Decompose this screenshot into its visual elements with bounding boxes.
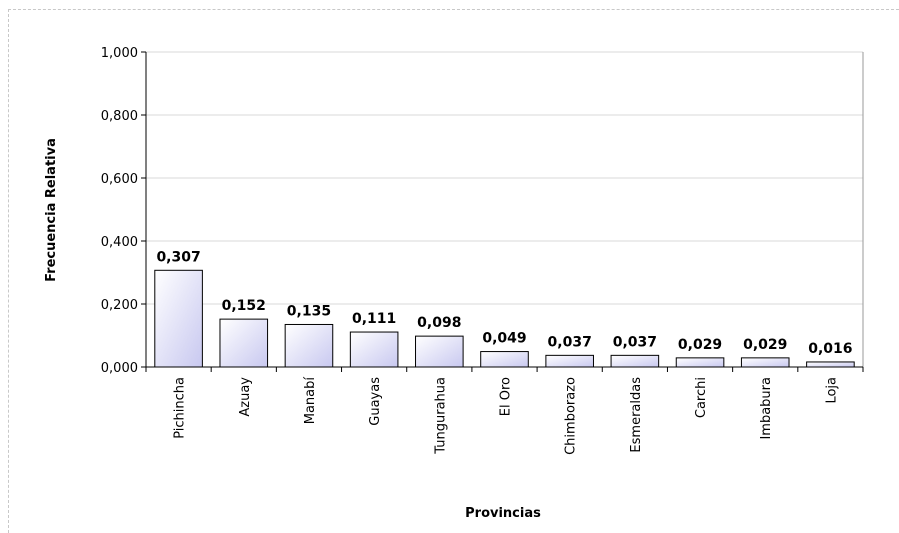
x-tick-label: Chimborazo — [564, 377, 579, 455]
x-tick-label: Tungurahua — [433, 377, 448, 455]
x-axis-title: Provincias — [465, 506, 541, 521]
x-tick-label: Pichincha — [173, 377, 188, 439]
chart-frame-top-border — [8, 9, 899, 10]
y-tick-label: 0,200 — [101, 298, 138, 313]
data-label: 0,307 — [156, 249, 200, 265]
bar — [219, 318, 269, 368]
x-tick-label: Loja — [824, 377, 839, 404]
x-tick-label: El Oro — [499, 377, 514, 416]
y-tick-label: 0,600 — [101, 172, 138, 187]
axes — [141, 51, 864, 372]
bar — [806, 361, 855, 368]
y-tick-label: 0,400 — [101, 235, 138, 250]
bar — [675, 357, 725, 368]
bar — [415, 335, 464, 368]
data-label: 0,049 — [482, 331, 526, 347]
x-tick-label: Azuay — [238, 377, 253, 417]
y-tick-label: 1,000 — [101, 46, 138, 61]
bar — [610, 354, 660, 368]
data-label: 0,016 — [808, 341, 852, 357]
y-tick-label: 0,800 — [101, 109, 138, 124]
data-label: 0,152 — [222, 298, 266, 314]
labels: 0,000 0,200 0,400 0,600 0,800 1,000 0,307 Pichi… — [101, 46, 853, 455]
y-axis-title: Frecuencia Relativa — [44, 138, 59, 282]
x-tick-label: Carchi — [694, 377, 709, 418]
data-label: 0,029 — [743, 337, 787, 353]
bar — [349, 331, 399, 368]
bar — [284, 323, 334, 368]
data-label: 0,029 — [678, 337, 722, 353]
x-tick-label: Imbabura — [759, 377, 774, 440]
chart-frame-left-border — [8, 9, 9, 533]
x-tick-label: Manabí — [303, 377, 318, 425]
bar — [545, 354, 594, 368]
y-tick-label: 0,000 — [101, 361, 138, 376]
data-label: 0,037 — [613, 334, 657, 350]
x-tick-label: Esmeraldas — [629, 377, 644, 453]
bar — [480, 351, 529, 368]
bar — [740, 357, 790, 368]
x-tick-label: Guayas — [368, 377, 383, 426]
data-label: 0,111 — [352, 311, 396, 327]
bar — [154, 269, 203, 368]
data-label: 0,098 — [417, 315, 461, 331]
data-label: 0,135 — [287, 303, 331, 319]
data-label: 0,037 — [548, 334, 592, 350]
gridlines — [146, 51, 863, 305]
